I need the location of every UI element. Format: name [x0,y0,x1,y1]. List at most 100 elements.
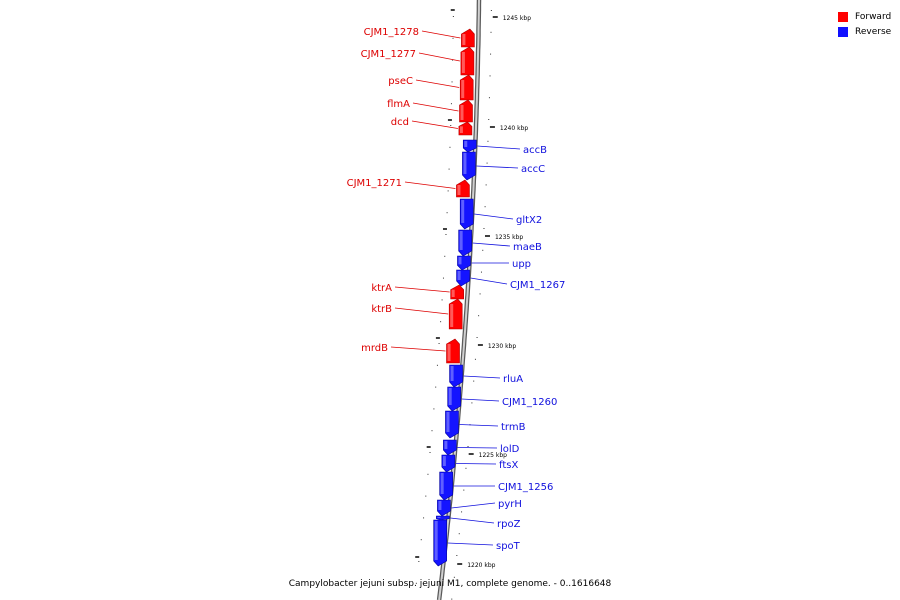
gene-label-CJM1_1260[interactable]: CJM1_1260 [502,397,557,408]
minor-tick [452,37,454,39]
minor-tick [490,10,492,11]
gene-shade [460,105,464,120]
legend-swatch-forward [838,11,848,22]
legend-item-reverse: Reverse [838,24,891,39]
gene-shade [451,289,455,297]
minor-tick [478,315,480,317]
gene-connector [415,79,460,88]
minor-tick [447,190,449,192]
minor-tick [490,53,492,55]
minor-tick [490,31,492,33]
minor-tick [438,343,440,344]
gene-label-CJM1_1256[interactable]: CJM1_1256 [498,482,553,493]
minor-tick [453,576,455,578]
minor-tick [483,228,485,229]
tick-label: 1245 kbp [503,15,531,22]
legend-item-forward: Forward [838,9,891,24]
gene-connector [394,286,450,293]
gene-shade [438,501,442,510]
minor-tick [441,299,443,301]
gene-connector [472,242,511,247]
tick-label: 1225 kbp [479,452,507,459]
legend-label-forward: Forward [855,11,892,22]
minor-tick [488,119,490,120]
gene-label-mrdB[interactable]: mrdB [361,343,388,354]
minor-tick [420,539,422,541]
gene-label-rpoZ[interactable]: rpoZ [497,519,521,530]
minor-tick [482,249,484,251]
gene-label-accC[interactable]: accC [521,164,545,175]
gene-label-maeB[interactable]: maeB [513,242,542,253]
minor-tick [451,598,453,600]
minor-tick [450,125,452,126]
gene-shade [459,231,463,250]
map-caption: Campylobacter jejuni subsp. jejuni M1, c… [288,579,612,589]
gene-label-ktrB[interactable]: ktrB [371,304,392,315]
gene-label-ftsX[interactable]: ftsX [499,460,518,471]
gene-label-upp[interactable]: upp [512,259,531,270]
minor-tick [452,16,454,17]
gene-connector [404,181,456,189]
gene-label-pseC[interactable]: pseC [388,76,413,87]
gene-label-gltX2[interactable]: gltX2 [516,215,542,226]
gene-shade [437,517,441,518]
gene-shade [434,521,438,560]
gene-label-flmA[interactable]: flmA [387,99,410,110]
minor-tick [463,489,465,491]
minor-tick [436,364,438,366]
gene-label-dcd[interactable]: dcd [391,117,409,128]
minor-tick [440,321,442,323]
minor-tick [427,473,429,475]
minor-tick [429,452,431,453]
gene-label-CJM1_1267[interactable]: CJM1_1267 [510,280,565,291]
gene-shade [448,388,452,405]
gene-label-CJM1_1278[interactable]: CJM1_1278 [364,27,419,38]
gene-connector [418,52,460,62]
gene-label-trmB[interactable]: trmB [501,422,526,433]
minor-tick [418,561,420,562]
gene-connector [457,447,498,449]
minor-tick [446,212,448,214]
gene-label-pyrH[interactable]: pyrH [498,499,522,510]
tick-label: 1230 kbp [488,343,516,350]
gene-connector [421,30,461,39]
minor-tick [486,162,488,164]
gene-shade [462,34,466,45]
gene-label-CJM1_1271[interactable]: CJM1_1271 [347,178,402,189]
gene-shade [444,441,448,449]
minor-tick [450,103,452,105]
gene-shade [461,200,465,223]
gene-shade [461,52,465,73]
minor-tick [433,408,435,410]
minor-tick [476,337,478,338]
gene-connector [477,145,521,150]
gene-label-CJM1_1277[interactable]: CJM1_1277 [361,49,416,60]
gene-shade [440,473,444,494]
gene-connector [461,398,500,402]
gene-label-rluA[interactable]: rluA [503,374,523,385]
gene-label-spoT[interactable]: spoT [496,541,521,552]
minor-tick [484,206,486,208]
gene-label-accB[interactable]: accB [523,145,547,156]
gene-connector [455,463,497,465]
minor-tick [485,184,487,186]
gene-connector [463,375,501,379]
gene-label-lolD[interactable]: lolD [500,444,520,455]
minor-tick [445,234,447,235]
minor-tick [479,293,481,295]
gene-connector [394,307,449,315]
gene-shade [463,153,467,174]
legend-label-reverse: Reverse [855,26,892,37]
gene-shade [450,366,454,381]
gene-shade [446,412,450,432]
scale-ticks: 1245 kbp 1240 kbp 1235 kbp 1230 kbp 1225 kbp… [415,9,531,600]
minor-tick [425,495,427,497]
minor-tick [488,97,490,99]
gene-shade [458,257,462,265]
minor-tick [451,81,453,83]
tick-label: 1220 kbp [467,562,495,569]
minor-tick [487,140,489,142]
gene-labels: CJM1_1278 CJM1_1277 pseC flmA dcd accB accC CJM… [347,27,566,552]
gene-label-ktrA[interactable]: ktrA [371,283,392,294]
legend: Forward Reverse [838,9,891,39]
